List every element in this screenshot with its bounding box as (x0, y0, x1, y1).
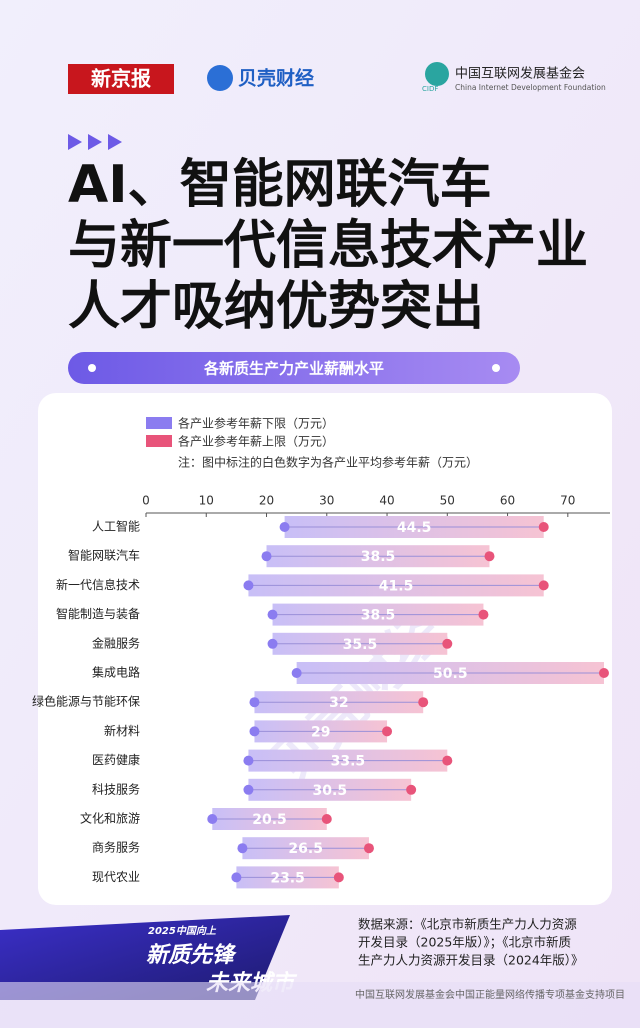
brand: 贝壳财经 (238, 67, 314, 90)
note: 注：图中标注的白色数字为各产业平均参考年薪（万元） (178, 455, 478, 470)
high-dot (321, 814, 332, 824)
low-dot (249, 726, 260, 737)
x-tick-label: 20 (259, 494, 274, 508)
mean-label: 20.5 (252, 812, 287, 828)
y-tick-label: 现代农业 (92, 870, 140, 884)
x-tick-label: 50 (440, 494, 455, 508)
logo-icon (207, 65, 233, 91)
high-dot (363, 843, 374, 854)
low-dot (243, 580, 254, 591)
mean-label: 30.5 (313, 783, 348, 799)
y-tick-label: 绿色能源与节能环保 (32, 694, 140, 709)
source-line: 数据来源：《北京市新质生产力人力资源 (358, 917, 577, 932)
footer: 中国互联网发展基金会中国正能量网络传播专项基金支持项目 (355, 988, 625, 1001)
low-dot (261, 551, 272, 562)
mean-label: 29 (311, 724, 330, 740)
high-dot (538, 522, 549, 532)
chart-title: 各新质生产力产业薪酬水平 (203, 360, 384, 378)
title-line: 与新一代信息技术产业 (68, 216, 588, 276)
x-tick-label: 10 (199, 494, 214, 508)
org-en: China Internet Development Foundation (455, 83, 606, 92)
mean-label: 32 (329, 695, 348, 711)
y-tick-label: 新材料 (104, 723, 140, 738)
y-tick-label: 新一代信息技术 (56, 577, 140, 592)
mean-label: 35.5 (343, 637, 378, 653)
y-tick-label: 智能网联汽车 (68, 548, 140, 563)
badge-line: 新质先锋 (146, 942, 237, 968)
x-tick-label: 70 (560, 494, 575, 508)
logo-icon (425, 62, 449, 86)
mean-label: 33.5 (331, 754, 366, 770)
subtitle-band (68, 352, 520, 384)
low-dot (249, 697, 260, 708)
y-tick-label: 集成电路 (92, 665, 140, 680)
mean-label: 41.5 (379, 578, 414, 594)
y-tick-label: 人工智能 (92, 519, 140, 534)
low-dot (237, 843, 248, 854)
low-dot (243, 784, 254, 795)
mean-label: 44.5 (397, 520, 432, 536)
high-dot (478, 609, 489, 620)
mean-label: 38.5 (361, 608, 396, 624)
arrows (68, 134, 122, 150)
title-line: AI、智能网联汽车 (68, 155, 492, 215)
y-tick-label: 科技服务 (92, 781, 140, 796)
title-line: 人才吸纳优势突出 (68, 277, 484, 337)
dot (492, 364, 500, 372)
brand: 新京报 (91, 67, 151, 91)
footer-bg (0, 982, 640, 1028)
low-dot (267, 609, 278, 620)
legend-label: 各产业参考年薪上限（万元） (178, 434, 334, 449)
high-dot (442, 638, 453, 649)
high-dot (333, 872, 344, 883)
low-dot (243, 755, 254, 766)
x-tick-label: 60 (500, 494, 515, 508)
x-tick-label: 40 (379, 494, 394, 508)
badge-bg (0, 915, 290, 1000)
dot (88, 364, 96, 372)
low-dot (267, 638, 278, 649)
low-dot (231, 872, 242, 883)
mean-label: 23.5 (270, 870, 305, 886)
source-line: 开发目录（2025年版）》；《北京市新质 (358, 935, 571, 950)
x-tick-label: 30 (319, 494, 334, 508)
legend-swatch (146, 435, 172, 447)
org-name: 中国互联网发展基金会 (455, 66, 585, 82)
y-tick-label: 医药健康 (92, 752, 140, 767)
org-abbr: CIDF (422, 85, 438, 93)
y-tick-label: 文化和旅游 (80, 811, 140, 826)
high-dot (484, 551, 495, 562)
high-dot (406, 784, 417, 795)
low-dot (291, 668, 302, 678)
x-tick-label: 0 (142, 494, 150, 508)
y-tick-label: 金融服务 (92, 635, 140, 650)
mean-label: 50.5 (433, 666, 468, 682)
high-dot (598, 668, 609, 678)
low-dot (207, 814, 218, 824)
mean-label: 38.5 (361, 549, 396, 565)
legend-label: 各产业参考年薪下限（万元） (178, 416, 334, 431)
legend-swatch (146, 417, 172, 429)
y-tick-label: 商务服务 (92, 840, 140, 855)
high-dot (418, 697, 429, 708)
mean-label: 26.5 (288, 841, 323, 857)
high-dot (382, 726, 393, 737)
low-dot (279, 522, 290, 532)
high-dot (538, 580, 549, 591)
y-tick-label: 智能制造与装备 (56, 606, 140, 621)
logo-box (68, 64, 174, 94)
high-dot (442, 755, 453, 766)
source-line: 生产力人力资源开发目录（2024年版）》 (358, 953, 584, 968)
badge-top: 2025中国向上 (148, 925, 217, 937)
